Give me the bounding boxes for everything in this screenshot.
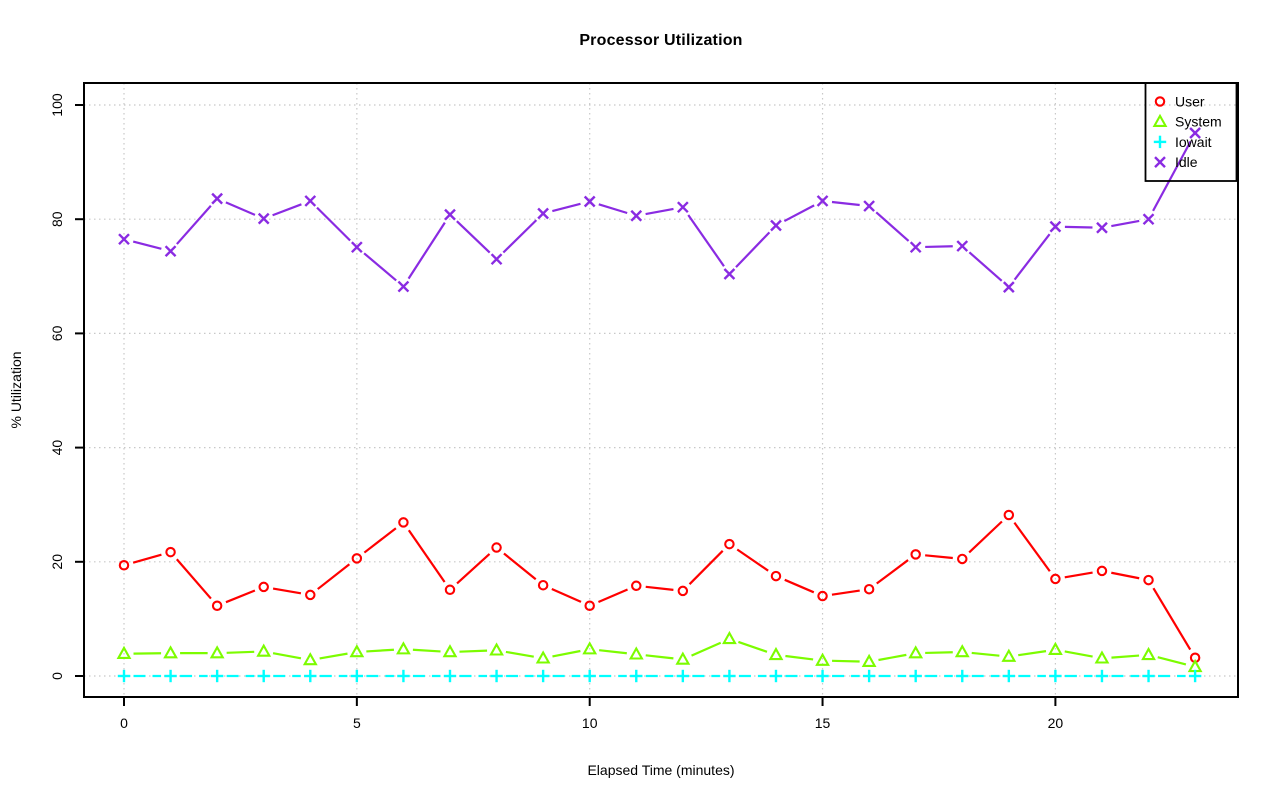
legend-item-user: User [1154, 94, 1205, 110]
x-tick-label: 5 [353, 715, 361, 731]
chart-title: Processor Utilization [579, 32, 743, 49]
x-axis-label: Elapsed Time (minutes) [587, 762, 735, 778]
legend-box [1144, 82, 1238, 182]
legend-item-iowait: Iowait [1153, 134, 1212, 150]
series-system [116, 630, 1203, 673]
legend-item-idle: Idle [1154, 154, 1198, 170]
legend-label-user: User [1175, 94, 1205, 110]
grid-lines [84, 83, 1238, 697]
tick-labels: 0 5 10 15 20 0 20 40 60 80 100 [49, 93, 1063, 731]
legend-item-system: System [1152, 114, 1222, 130]
axis-ticks [75, 104, 1057, 706]
series-idle [118, 127, 1201, 293]
y-tick-label: 40 [49, 440, 65, 456]
x-tick-label: 15 [815, 715, 831, 731]
y-tick-label: 60 [49, 325, 65, 341]
y-tick-label: 20 [49, 554, 65, 570]
x-tick-label: 20 [1048, 715, 1064, 731]
x-tick-label: 0 [120, 715, 128, 731]
x-tick-label: 10 [582, 715, 598, 731]
series-iowait [117, 669, 1202, 683]
legend: User System Iowait Idle [1144, 82, 1238, 182]
legend-label-system: System [1175, 114, 1222, 130]
legend-label-idle: Idle [1175, 154, 1198, 170]
legend-label-iowait: Iowait [1175, 134, 1212, 150]
y-tick-label: 100 [49, 93, 65, 117]
y-tick-label: 80 [49, 211, 65, 227]
series-user [118, 509, 1201, 663]
y-tick-label: 0 [49, 672, 65, 680]
plot-box [83, 82, 1239, 698]
